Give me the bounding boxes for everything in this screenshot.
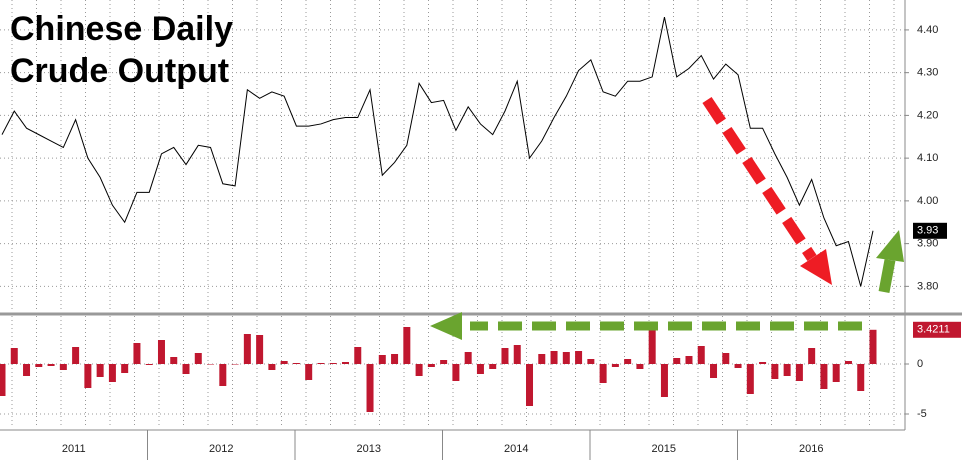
bar xyxy=(427,364,435,367)
bar xyxy=(562,352,570,364)
bar xyxy=(219,364,227,386)
bar xyxy=(820,364,828,389)
left-arrow xyxy=(430,312,862,340)
bar xyxy=(23,364,31,376)
bar xyxy=(194,353,202,364)
bar xyxy=(795,364,803,381)
up-arrow xyxy=(876,230,904,294)
bar xyxy=(710,364,718,378)
x-tick-label: 2011 xyxy=(62,443,86,455)
bar xyxy=(10,348,18,364)
x-tick-label: 2013 xyxy=(357,443,381,455)
x-tick-label: 2014 xyxy=(504,443,528,455)
y-tick-label: 3.80 xyxy=(917,280,938,292)
bar xyxy=(489,364,497,369)
bar xyxy=(72,347,80,364)
bar xyxy=(648,328,656,364)
x-tick-label: 2012 xyxy=(209,443,233,455)
plot-area xyxy=(0,0,905,430)
bar xyxy=(133,343,141,364)
bar xyxy=(366,364,374,412)
bar xyxy=(599,364,607,383)
bar xyxy=(268,364,276,370)
bar xyxy=(378,355,386,364)
bar xyxy=(354,347,362,364)
y-tick-label: 4.40 xyxy=(917,24,938,36)
bar xyxy=(550,351,558,364)
bar xyxy=(685,356,693,364)
y-tick-label: -5 xyxy=(917,408,927,420)
x-tick-label: 2015 xyxy=(652,443,676,455)
bar xyxy=(231,364,239,365)
bar xyxy=(403,327,411,364)
bar xyxy=(145,364,153,365)
bar xyxy=(47,364,55,366)
bar xyxy=(35,364,43,367)
chart-title: Chinese Daily Crude Output xyxy=(10,10,233,90)
bar xyxy=(660,364,668,397)
bar xyxy=(341,362,349,364)
bar xyxy=(538,354,546,364)
bar xyxy=(170,357,178,364)
bar xyxy=(513,345,521,364)
last-value-badge xyxy=(913,321,961,338)
bar xyxy=(305,364,313,380)
y-tick-label: 4.20 xyxy=(917,109,938,121)
last-value-label: 3.4211 xyxy=(917,324,950,336)
bar xyxy=(575,351,583,364)
bar xyxy=(697,346,705,364)
bar xyxy=(84,364,92,388)
bar xyxy=(869,329,877,364)
bar xyxy=(746,364,754,394)
bar xyxy=(771,364,779,379)
bar xyxy=(96,364,104,377)
bar xyxy=(783,364,791,376)
bar xyxy=(415,364,423,376)
bar xyxy=(476,364,484,374)
bar xyxy=(526,364,534,406)
bar xyxy=(182,364,190,374)
bar xyxy=(108,364,116,382)
bar xyxy=(857,364,865,391)
bar xyxy=(292,363,300,364)
bar xyxy=(587,359,595,364)
bar xyxy=(624,359,632,364)
x-tick-label: 2016 xyxy=(799,443,823,455)
bar xyxy=(207,364,215,365)
bar xyxy=(722,353,730,364)
bar xyxy=(844,361,852,364)
bar xyxy=(440,360,448,364)
bar xyxy=(256,335,264,364)
last-value-label: 3.93 xyxy=(917,225,938,237)
bar xyxy=(452,364,460,381)
bar xyxy=(673,358,681,364)
bar xyxy=(464,352,472,364)
bar xyxy=(501,348,509,364)
down-arrow xyxy=(702,96,832,285)
last-value-badge xyxy=(913,222,947,239)
bar xyxy=(0,364,6,396)
bar xyxy=(157,340,165,364)
bar xyxy=(280,361,288,364)
bar xyxy=(636,364,644,369)
bar xyxy=(121,364,129,373)
bar xyxy=(317,363,325,364)
bar xyxy=(832,364,840,382)
bar xyxy=(734,364,742,368)
bar xyxy=(759,362,767,364)
bar xyxy=(611,364,619,367)
bar xyxy=(391,354,399,364)
y-tick-label: 4.30 xyxy=(917,67,938,79)
bar xyxy=(59,364,67,370)
line-series xyxy=(1,16,874,287)
bar xyxy=(329,363,337,364)
bar xyxy=(808,348,816,364)
y-tick-label: 4.00 xyxy=(917,195,938,207)
bar xyxy=(243,334,251,364)
y-tick-label: 3.90 xyxy=(917,238,938,250)
y-tick-label: 4.10 xyxy=(917,152,938,164)
y-tick-label: 0 xyxy=(917,358,923,370)
